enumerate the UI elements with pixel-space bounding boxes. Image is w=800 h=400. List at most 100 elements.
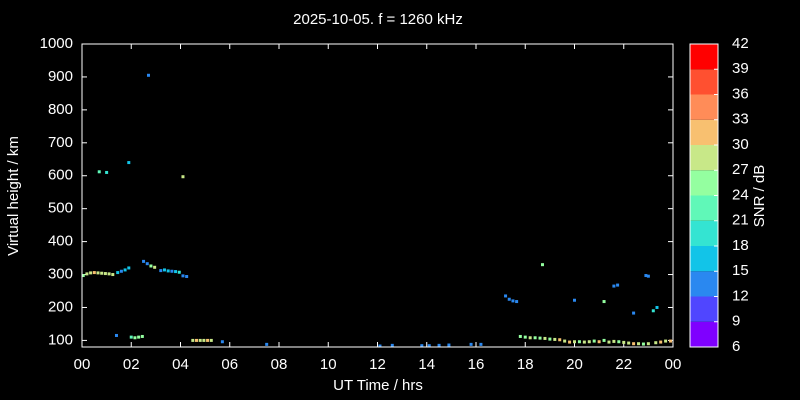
data-point [209, 338, 213, 342]
data-point [543, 336, 547, 340]
y-tick-label: 700 [48, 134, 73, 151]
colorbar-tick-label: 12 [732, 287, 749, 304]
data-point [523, 335, 527, 339]
data-point [170, 269, 174, 273]
x-tick-label: 16 [468, 356, 485, 373]
colorbar-swatch [690, 271, 718, 297]
data-point [119, 269, 123, 273]
x-tick-label: 12 [369, 356, 386, 373]
data-point [103, 272, 107, 276]
data-point [220, 340, 224, 344]
data-point [146, 73, 150, 77]
x-tick-label: 22 [615, 356, 632, 373]
data-point [632, 342, 636, 346]
data-point [116, 271, 120, 275]
colorbar-tick-label: 42 [732, 35, 749, 52]
data-point [664, 339, 668, 343]
data-point [159, 269, 163, 273]
x-axis-label: UT Time / hrs [333, 377, 423, 394]
colorbar-tick-label: 6 [732, 338, 740, 355]
data-point [655, 305, 659, 309]
data-point [206, 338, 210, 342]
data-point [123, 268, 127, 272]
data-point [133, 336, 137, 340]
data-point [612, 284, 616, 288]
data-point [597, 340, 601, 344]
colorbar-tick-label: 9 [732, 313, 740, 330]
y-tick-label: 500 [48, 200, 73, 217]
data-point [515, 300, 519, 304]
data-point [646, 274, 650, 278]
data-point [177, 270, 181, 274]
y-tick-label: 800 [48, 101, 73, 118]
data-point [174, 270, 178, 274]
data-point [540, 263, 544, 267]
chart-title: 2025-10-05. f = 1260 kHz [293, 11, 463, 28]
data-point [420, 344, 424, 348]
data-point [127, 161, 131, 165]
y-tick-label: 400 [48, 233, 73, 250]
data-point [654, 341, 658, 345]
data-point [142, 259, 146, 263]
data-point [390, 343, 394, 347]
colorbar-tick-label: 39 [732, 60, 749, 77]
colorbar-tick-label: 21 [732, 212, 749, 229]
data-point [632, 311, 636, 315]
y-tick-label: 600 [48, 167, 73, 184]
data-point [469, 342, 473, 346]
data-point [129, 335, 133, 339]
x-tick-label: 02 [123, 356, 140, 373]
data-point [577, 340, 581, 344]
x-tick-label: 06 [221, 356, 238, 373]
data-point [111, 273, 115, 277]
data-point [528, 336, 532, 340]
x-tick-label: 08 [271, 356, 288, 373]
data-point [107, 272, 111, 276]
y-tick-label: 100 [48, 331, 73, 348]
colorbar-swatch [690, 170, 718, 196]
data-point [85, 272, 89, 276]
data-point [195, 338, 199, 342]
colorbar-swatch [690, 321, 718, 347]
colorbar-label: SNR / dB [751, 165, 768, 228]
data-point [145, 262, 149, 266]
x-tick-label: 04 [172, 356, 189, 373]
colorbar-tick-label: 36 [732, 85, 749, 102]
colorbar-tick-label: 24 [732, 186, 749, 203]
data-point [607, 340, 611, 344]
data-point [651, 309, 655, 313]
data-point [447, 343, 451, 347]
colorbar-swatch [690, 296, 718, 322]
data-point [627, 341, 631, 345]
colorbar-swatch [690, 145, 718, 171]
colorbar-tick-label: 15 [732, 262, 749, 279]
y-tick-label: 1000 [40, 35, 73, 52]
data-point [592, 339, 596, 343]
data-point [81, 274, 85, 278]
x-tick-label: 18 [517, 356, 534, 373]
data-point [641, 342, 645, 346]
data-point [105, 170, 109, 174]
data-point [97, 170, 101, 174]
data-point [659, 340, 663, 344]
data-point [96, 271, 100, 275]
data-point [504, 294, 508, 298]
data-point [181, 175, 185, 179]
plot-frame [81, 43, 674, 348]
y-tick-label: 900 [48, 68, 73, 85]
data-point [137, 335, 141, 339]
data-point [582, 340, 586, 344]
y-tick-label: 300 [48, 266, 73, 283]
data-point [558, 338, 562, 342]
data-point [644, 274, 648, 278]
data-point [140, 334, 144, 338]
data-point [127, 266, 131, 270]
data-point [114, 333, 118, 337]
x-tick-label: 14 [418, 356, 435, 373]
data-point [100, 271, 104, 275]
colorbar-swatch [690, 246, 718, 272]
data-point [378, 344, 382, 348]
